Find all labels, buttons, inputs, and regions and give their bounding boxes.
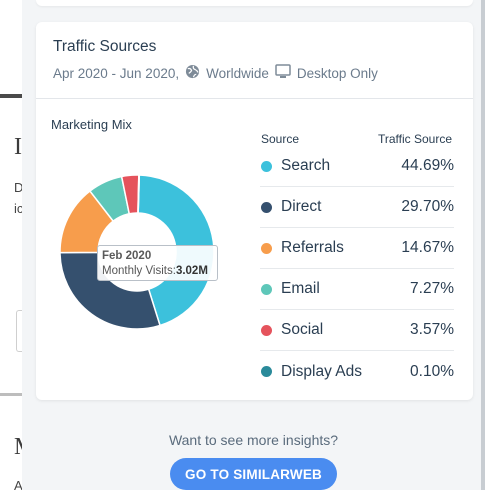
source-row-direct[interactable]: Direct 29.70% [260,187,454,228]
source-value: 7.27% [410,280,454,297]
source-value: 29.70% [401,198,454,215]
insights-prompt: Want to see more insights? [168,432,339,448]
source-row-social[interactable]: Social 3.57% [260,310,454,351]
traffic-sources-card: Traffic Sources Apr 2020 - Jun 2020, Wor… [36,22,473,400]
source-row-search[interactable]: Search 44.69% [260,146,454,187]
sources-list: Search 44.69% Direct 29.70% Referrals 14… [260,146,454,392]
chart-tooltip: Feb 2020 Monthly Visits:3.02M [97,245,218,281]
legend-dot [261,283,272,295]
source-row-email[interactable]: Email 7.27% [260,269,454,310]
go-to-similarweb-button[interactable]: GO TO SIMILARWEB [170,458,337,490]
scrollbar-track[interactable] [481,0,485,490]
previous-card [36,0,473,6]
marketing-mix-label: Marketing Mix [51,117,132,132]
tooltip-value: 3.02M [175,265,208,277]
source-column-header: Source [261,132,300,146]
source-label: Direct [281,198,322,215]
desktop-icon [275,64,291,82]
region-label: Worldwide [206,65,269,81]
background-heading: I [14,134,22,160]
card-title: Traffic Sources [53,38,157,55]
background-text: ic [14,201,24,216]
source-label: Email [281,280,320,297]
tooltip-label: Monthly Visits: [102,265,176,277]
donut-slice-direct[interactable] [59,251,161,330]
source-row-display-ads[interactable]: Display Ads 0.10% [260,351,454,392]
legend-dot [261,160,272,172]
source-row-referrals[interactable]: Referrals 14.67% [260,228,454,269]
card-divider [36,98,473,99]
card-subtitle: Apr 2020 - Jun 2020, Worldwide Desktop O… [53,64,378,82]
source-value: 44.69% [401,157,454,174]
globe-icon [185,64,200,82]
source-value: 0.10% [410,362,454,380]
legend-dot [261,201,272,213]
source-label: Search [281,157,331,174]
source-label: Display Ads [281,362,362,380]
donut-slice-display-ads[interactable] [137,174,141,214]
legend-dot [261,366,272,377]
date-range: Apr 2020 - Jun 2020, [53,65,180,81]
source-label: Referrals [281,239,344,256]
legend-dot [261,242,272,254]
source-label: Social [281,321,324,338]
device-label: Desktop Only [296,65,378,81]
legend-dot [261,324,272,336]
tooltip-title: Feb 2020 [102,250,152,262]
background-text: D [14,180,24,195]
traffic-column-header: Traffic Source [378,132,453,146]
background-divider [0,393,22,396]
source-value: 14.67% [401,239,454,256]
background-divider [0,94,22,98]
background-text: A [14,478,23,490]
source-value: 3.57% [410,321,454,338]
